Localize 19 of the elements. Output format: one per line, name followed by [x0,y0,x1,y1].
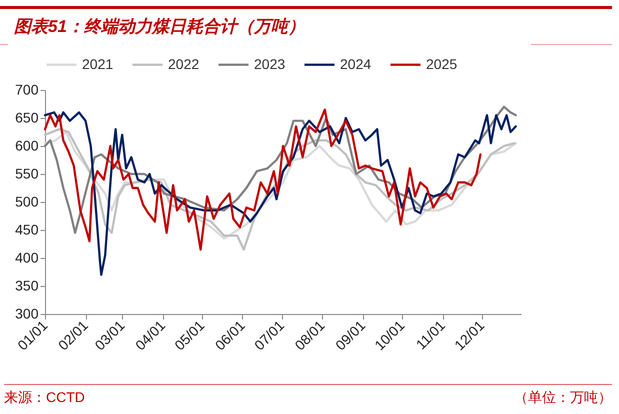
y-tick-label: 350 [15,278,39,294]
y-tick-label: 400 [15,250,39,266]
legend-label: 2025 [426,56,458,72]
y-tick-label: 300 [15,306,39,322]
chart-title: 图表51：终端动力煤日耗合计（万吨） [0,6,612,45]
line-series [44,111,517,276]
y-tick-label: 600 [15,138,39,154]
legend-label: 2023 [254,56,286,72]
legend-label: 2022 [168,56,200,72]
line-series [44,108,482,251]
y-tick-label: 700 [15,82,39,98]
legend-label: 2021 [82,56,114,72]
y-tick-label: 450 [15,222,39,238]
y-tick-label: 500 [15,194,39,210]
y-tick-label: 650 [15,110,39,126]
legend-label: 2024 [340,56,372,72]
text: （单位：万吨） [514,389,612,407]
y-tick-label: 550 [15,166,39,182]
source-note: 来源：CCTD [4,389,85,407]
